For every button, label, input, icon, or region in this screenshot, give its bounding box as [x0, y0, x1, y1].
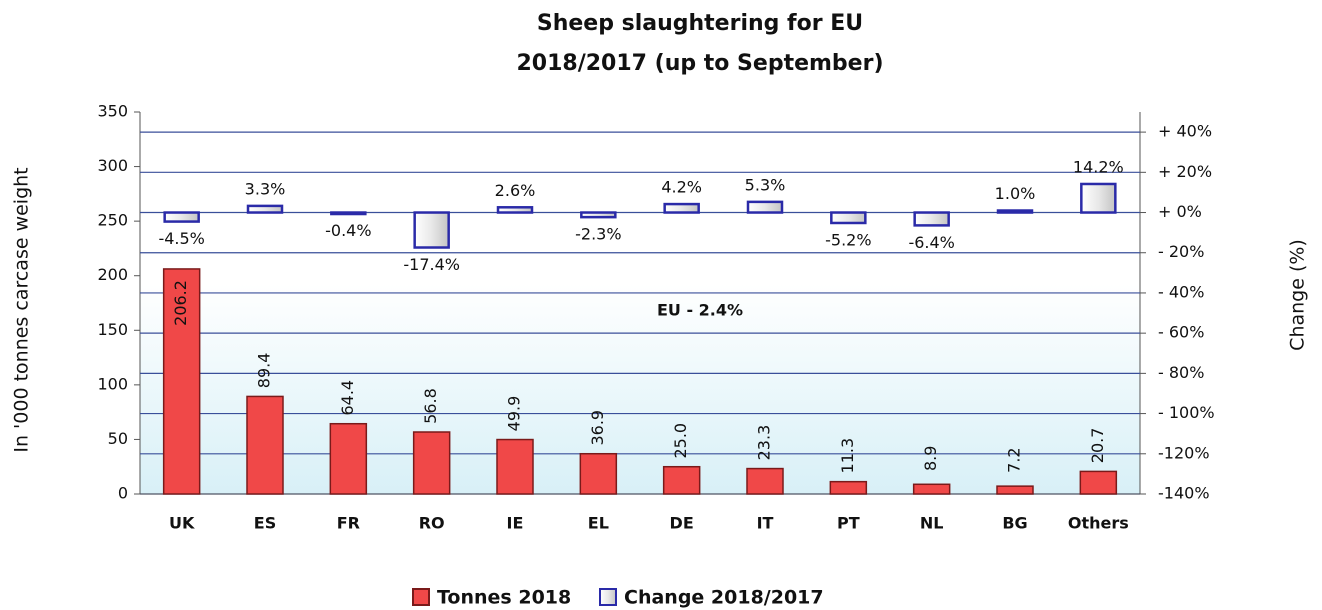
- x-tick-label: FR: [337, 514, 360, 533]
- chart-title: 2018/2017 (up to September): [516, 51, 883, 76]
- bar: [1080, 182, 1117, 214]
- bar: [496, 438, 534, 495]
- bar: [746, 200, 784, 214]
- data-label: 11.3: [838, 438, 857, 474]
- data-label: 3.3%: [245, 179, 286, 198]
- y2-tick-label: - 100%: [1158, 403, 1215, 422]
- y2-axis-label: Change (%): [1287, 239, 1309, 351]
- legend-swatch: [412, 588, 430, 606]
- bar: [163, 211, 200, 223]
- x-tick-label: IE: [507, 514, 524, 533]
- data-label: 5.3%: [745, 175, 786, 194]
- x-tick-label: IT: [757, 514, 774, 533]
- data-label: 36.9: [588, 410, 607, 446]
- bar: [412, 431, 451, 495]
- bar: [662, 465, 701, 495]
- data-label: 49.9: [505, 396, 524, 432]
- bar: [329, 422, 368, 495]
- plot-area: [140, 112, 1140, 494]
- y-tick-label: 50: [108, 429, 128, 448]
- data-label: 206.2: [171, 280, 190, 326]
- data-label: 20.7: [1088, 428, 1107, 464]
- data-label: 1.0%: [995, 184, 1036, 203]
- y2-tick-label: - 20%: [1158, 242, 1204, 261]
- data-label: -17.4%: [403, 255, 460, 274]
- x-tick-label: PT: [837, 514, 860, 533]
- data-label: -6.4%: [908, 233, 954, 252]
- y-tick-label: 200: [97, 265, 128, 284]
- x-tick-label: ES: [254, 514, 276, 533]
- x-tick-label: DE: [670, 514, 694, 533]
- bar: [496, 206, 534, 214]
- y-tick-label: 150: [97, 320, 128, 339]
- x-tick-label: NL: [920, 514, 944, 533]
- legend-label: Tonnes 2018: [437, 587, 571, 609]
- bar: [1079, 470, 1118, 495]
- y2-tick-label: + 20%: [1158, 162, 1212, 181]
- data-label: 7.2: [1005, 447, 1024, 472]
- bar: [663, 202, 700, 214]
- y-tick-label: 350: [97, 102, 128, 121]
- bar: [413, 211, 450, 249]
- bar: [579, 452, 618, 495]
- bar: [246, 395, 284, 495]
- data-label: 8.9: [921, 446, 940, 471]
- y-axis-label: In '000 tonnes carcase weight: [11, 167, 33, 452]
- data-label: 14.2%: [1073, 157, 1124, 176]
- data-label: 23.3: [755, 425, 774, 461]
- bar: [580, 211, 617, 219]
- y-tick-label: 250: [97, 211, 128, 230]
- chart-title: Sheep slaughtering for EU: [537, 11, 863, 36]
- y2-tick-label: - 60%: [1158, 323, 1204, 342]
- y2-tick-label: -140%: [1158, 484, 1210, 503]
- bar: [829, 480, 868, 495]
- data-label: 89.4: [255, 353, 274, 389]
- y2-tick-label: + 40%: [1158, 122, 1212, 141]
- legend-swatch: [599, 588, 617, 606]
- x-tick-label: EL: [588, 514, 609, 533]
- x-tick-label: RO: [419, 514, 445, 533]
- bar: [996, 209, 1034, 214]
- x-tick-label: BG: [1002, 514, 1027, 533]
- data-label: -4.5%: [158, 229, 204, 248]
- bar: [912, 483, 951, 495]
- bar: [246, 204, 284, 214]
- data-label: -2.3%: [575, 225, 621, 244]
- y-tick-label: 300: [97, 156, 128, 175]
- data-label: -0.4%: [325, 221, 371, 240]
- y-tick-label: 0: [118, 484, 128, 503]
- bar: [330, 211, 367, 216]
- bar: [830, 211, 867, 225]
- y2-tick-label: - 40%: [1158, 282, 1204, 301]
- data-label: 64.4: [338, 380, 357, 416]
- bar: [913, 211, 950, 227]
- data-label: -5.2%: [825, 230, 871, 249]
- y-tick-label: 100: [97, 374, 128, 393]
- annotation: EU - 2.4%: [657, 301, 743, 320]
- x-tick-label: UK: [169, 514, 195, 533]
- bar: [746, 467, 784, 495]
- y2-tick-label: - 80%: [1158, 363, 1204, 382]
- data-label: 2.6%: [495, 181, 536, 200]
- data-label: 4.2%: [661, 178, 702, 197]
- legend-label: Change 2018/2017: [624, 587, 824, 609]
- data-label: 56.8: [421, 388, 440, 424]
- x-tick-label: Others: [1068, 514, 1129, 533]
- bar: [996, 485, 1034, 495]
- bar: [162, 268, 201, 495]
- data-label: 25.0: [671, 423, 690, 459]
- y2-tick-label: + 0%: [1158, 202, 1202, 221]
- y2-tick-label: -120%: [1158, 443, 1210, 462]
